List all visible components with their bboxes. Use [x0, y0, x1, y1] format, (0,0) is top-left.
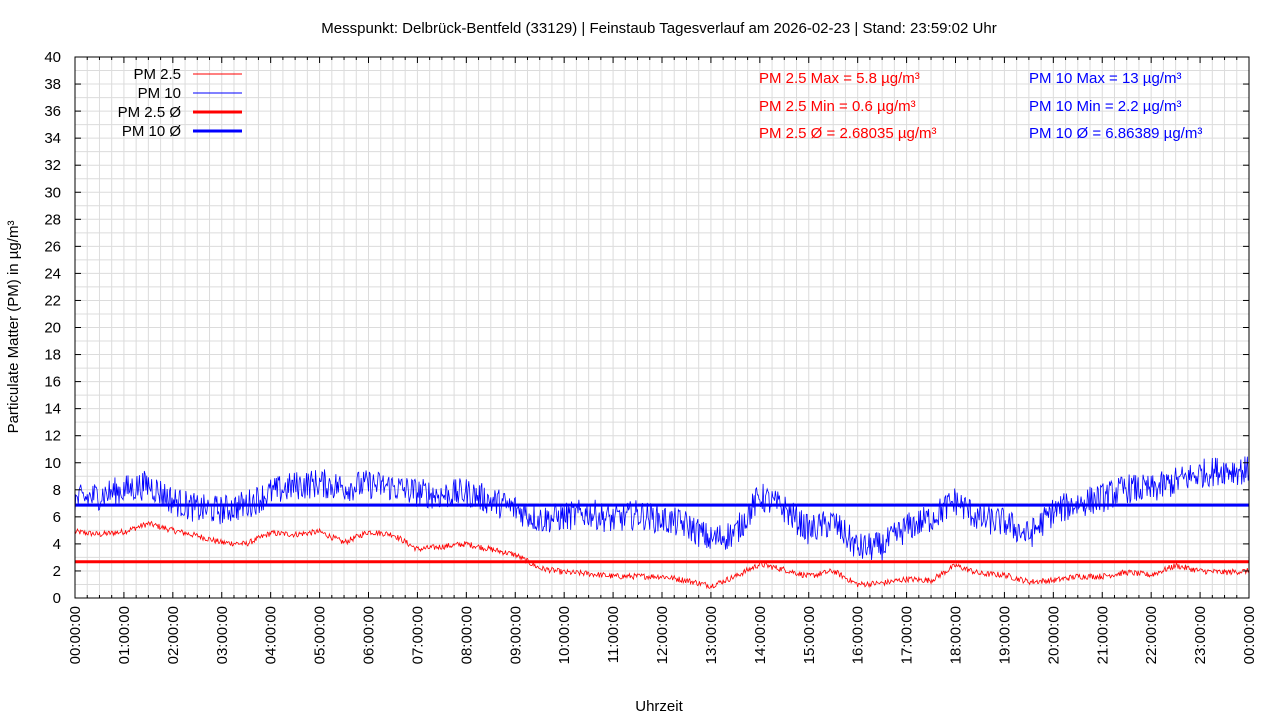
y-tick-label: 4 — [53, 536, 61, 553]
y-tick-label: 40 — [44, 49, 61, 66]
x-tick-label: 06:00:00 — [361, 606, 378, 664]
x-tick-label: 05:00:00 — [312, 606, 329, 664]
y-tick-label: 22 — [44, 292, 61, 309]
legend-label: PM 2.5 Ø — [118, 104, 182, 121]
y-tick-label: 34 — [44, 130, 61, 147]
y-tick-label: 16 — [44, 374, 61, 391]
legend-label: PM 10 — [138, 85, 181, 102]
y-tick-label: 14 — [44, 401, 61, 418]
legend-label: PM 10 Ø — [122, 123, 182, 140]
pm25-avg-annotation: PM 2.5 Ø = 2.68035 µg/m³ — [759, 125, 936, 142]
pm10-max-annotation: PM 10 Max = 13 µg/m³ — [1029, 70, 1181, 87]
x-tick-label: 08:00:00 — [458, 606, 475, 664]
y-tick-label: 24 — [44, 265, 61, 282]
y-tick-label: 26 — [44, 238, 61, 255]
y-tick-label: 10 — [44, 455, 61, 472]
legend: PM 2.5 PM 10 PM 2.5 Ø PM 10 Ø — [118, 66, 242, 140]
y-tick-label: 0 — [53, 590, 61, 607]
x-tick-label: 18:00:00 — [948, 606, 965, 664]
x-tick-label: 19:00:00 — [996, 606, 1013, 664]
x-tick-label: 10:00:00 — [556, 606, 573, 664]
y-tick-label: 20 — [44, 320, 61, 337]
x-tick-label: 17:00:00 — [899, 606, 916, 664]
x-tick-label: 22:00:00 — [1143, 606, 1160, 664]
y-tick-label: 2 — [53, 563, 61, 580]
pm25-min-annotation: PM 2.5 Min = 0.6 µg/m³ — [759, 98, 916, 115]
x-tick-label: 14:00:00 — [752, 606, 769, 664]
x-tick-label: 03:00:00 — [214, 606, 231, 664]
y-tick-label: 6 — [53, 509, 61, 526]
y-tick-label: 28 — [44, 211, 61, 228]
pm25-max-annotation: PM 2.5 Max = 5.8 µg/m³ — [759, 70, 920, 87]
x-tick-label: 09:00:00 — [507, 606, 524, 664]
x-tick-label: 11:00:00 — [605, 606, 622, 663]
x-tick-label: 01:00:00 — [116, 606, 133, 664]
pm10-avg-annotation: PM 10 Ø = 6.86389 µg/m³ — [1029, 125, 1202, 142]
series-line-pm25 — [74, 520, 1250, 590]
y-tick-label: 36 — [44, 103, 61, 120]
y-tick-label: 8 — [53, 482, 61, 499]
x-tick-label: 00:00:00 — [67, 606, 84, 664]
chart-title: Messpunkt: Delbrück-Bentfeld (33129) | F… — [321, 20, 996, 37]
x-tick-label: 13:00:00 — [703, 606, 720, 664]
series-line-pm10 — [74, 456, 1250, 562]
x-tick-label: 02:00:00 — [165, 606, 182, 664]
x-tick-label: 21:00:00 — [1094, 606, 1111, 664]
y-tick-label: 18 — [44, 347, 61, 364]
x-tick-label: 00:00:00 — [1241, 606, 1258, 664]
y-tick-label: 38 — [44, 76, 61, 93]
x-tick-label: 16:00:00 — [850, 606, 867, 664]
x-tick-label: 15:00:00 — [801, 606, 818, 664]
y-tick-label: 30 — [44, 184, 61, 201]
x-tick-label: 07:00:00 — [409, 606, 426, 664]
y-tick-label: 32 — [44, 157, 61, 174]
x-tick-label: 12:00:00 — [654, 606, 671, 664]
x-axis-label: Uhrzeit — [635, 698, 683, 715]
y-axis-label: Particulate Matter (PM) in µg/m³ — [5, 221, 22, 434]
y-tick-label: 12 — [44, 428, 61, 445]
legend-label: PM 2.5 — [133, 66, 181, 83]
x-tick-label: 23:00:00 — [1192, 606, 1209, 664]
pm10-min-annotation: PM 10 Min = 2.2 µg/m³ — [1029, 98, 1181, 115]
x-tick-label: 20:00:00 — [1045, 606, 1062, 664]
series-layer — [74, 456, 1250, 590]
x-tick-label: 04:00:00 — [263, 606, 280, 664]
x-axis-ticks: 00:00:00 01:00:00 02:00:00 03:00:00 04:00:00… — [67, 57, 1258, 664]
